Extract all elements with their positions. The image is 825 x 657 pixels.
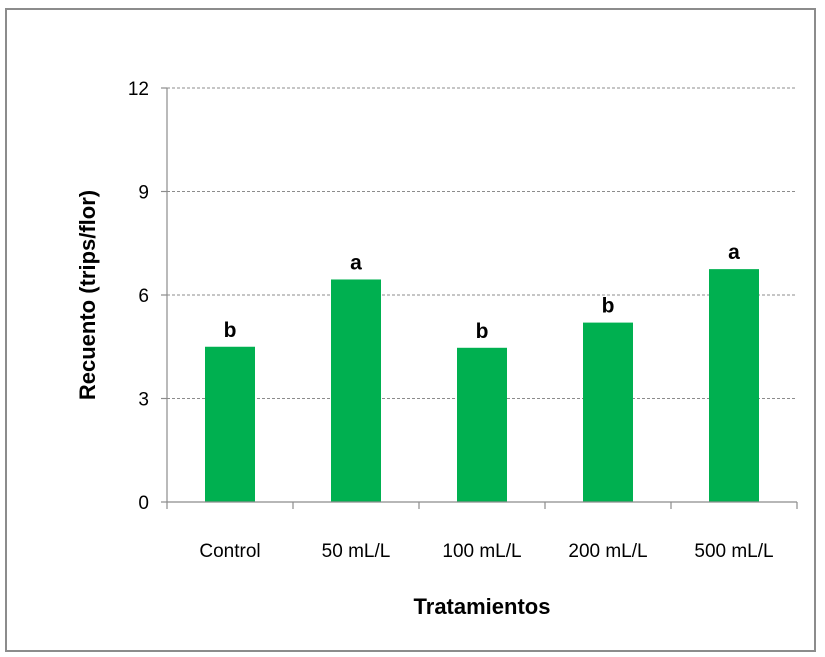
x-tick-label-4: 500 mL/L	[694, 541, 773, 562]
y-tick-label-2: 6	[138, 286, 149, 307]
significance-label-3: b	[602, 295, 615, 318]
bar-4	[709, 269, 759, 502]
x-ticks: Control 50 mL/L 100 mL/L 200 mL/L 500 mL/L	[166, 502, 798, 562]
x-tick-label-0: Control	[199, 541, 260, 562]
y-tick-label-0: 0	[138, 493, 149, 514]
y-tick-label-4: 12	[128, 79, 149, 100]
y-tick-label-3: 9	[138, 183, 149, 204]
chart-frame	[5, 8, 816, 652]
significance-label-1: a	[350, 251, 362, 274]
significance-label-0: b	[224, 319, 237, 342]
significance-label-4: a	[728, 241, 740, 264]
bars	[205, 269, 759, 502]
x-tick-label-2: 100 mL/L	[442, 541, 521, 562]
y-ticks: 0 3 6 9 12	[128, 79, 167, 514]
bar-1	[331, 279, 381, 502]
bar-0	[205, 346, 255, 502]
significance-labels: b a b b a	[224, 241, 741, 343]
x-axis-title: Tratamientos	[414, 594, 551, 619]
bar-2	[457, 347, 507, 502]
y-axis-title: Recuento (trips/flor)	[75, 190, 100, 400]
x-tick-label-3: 200 mL/L	[568, 541, 647, 562]
x-tick-label-1: 50 mL/L	[322, 541, 391, 562]
significance-label-2: b	[476, 320, 489, 343]
y-tick-label-1: 3	[138, 390, 149, 411]
bar-3	[583, 322, 633, 502]
